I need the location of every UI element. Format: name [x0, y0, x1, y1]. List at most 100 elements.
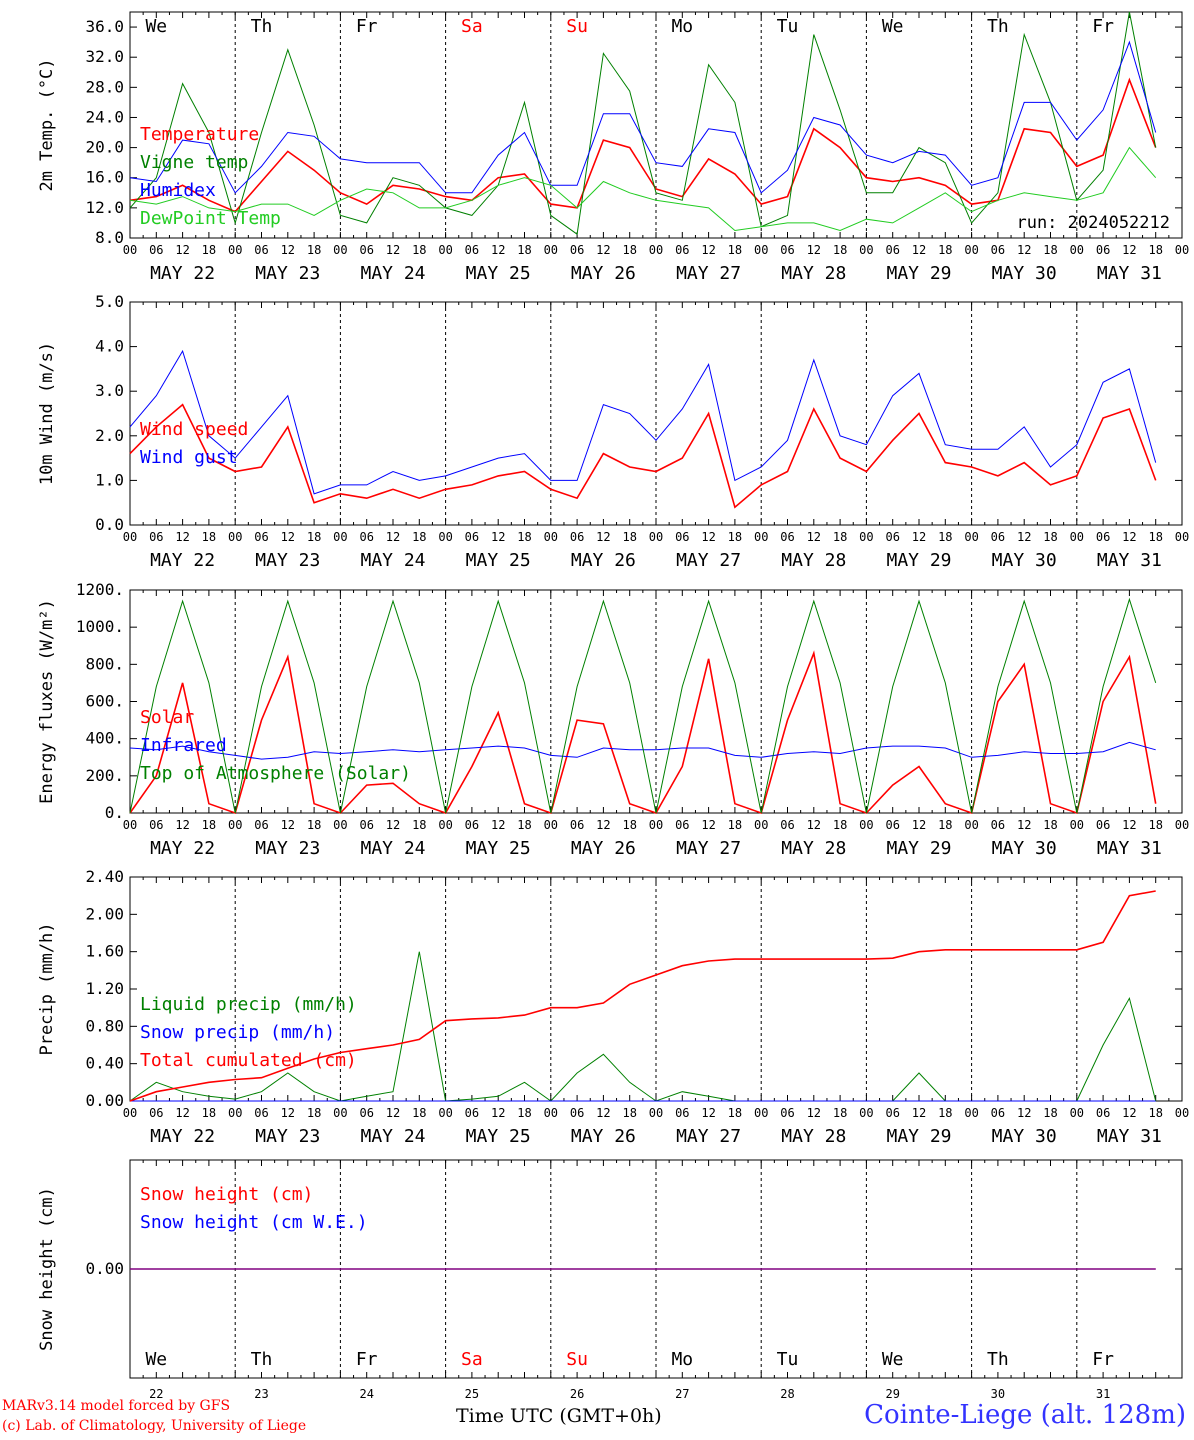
hour-tick-label: 12 [807, 1106, 821, 1120]
y-tick-label: 600. [85, 692, 124, 711]
date-label: MAY 29 [886, 1126, 951, 1147]
hour-tick-label: 06 [675, 818, 689, 832]
hour-tick-label: 06 [1096, 530, 1110, 544]
series-line [129, 11, 1157, 236]
legend-entry: DewPoint Temp [140, 208, 281, 229]
y-tick-label: 0.00 [85, 1091, 124, 1110]
day-number-label: 27 [675, 1387, 689, 1401]
y-tick-label: 200. [85, 766, 124, 785]
legend-entry: Solar [140, 707, 194, 728]
hour-tick-label: 00 [228, 818, 242, 832]
hour-tick-label: 12 [912, 530, 926, 544]
date-label: MAY 26 [571, 550, 636, 571]
weekday-label: Fr [1092, 16, 1114, 37]
hour-tick-label: 00 [1070, 243, 1084, 257]
hour-tick-label: 18 [412, 243, 426, 257]
hour-tick-label: 06 [885, 243, 899, 257]
series-line [129, 77, 1157, 213]
hour-tick-label: 12 [175, 243, 189, 257]
date-label: MAY 24 [360, 838, 425, 859]
date-label: MAY 23 [255, 838, 320, 859]
y-tick-label: 20.0 [85, 138, 124, 157]
panel-5 [129, 1159, 1183, 1379]
hour-tick-label: 12 [701, 243, 715, 257]
date-label: MAY 29 [886, 550, 951, 571]
day-number-label: 31 [1096, 1387, 1110, 1401]
hour-tick-label: 12 [1017, 1106, 1031, 1120]
series-line [129, 403, 1157, 509]
hour-tick-label: 00 [333, 1106, 347, 1120]
hour-tick-label: 00 [649, 243, 663, 257]
hour-tick-label: 06 [254, 243, 268, 257]
hour-tick-label: 18 [307, 818, 321, 832]
date-label: MAY 28 [781, 550, 846, 571]
hour-tick-label: 12 [386, 243, 400, 257]
hour-tick-label: 00 [649, 530, 663, 544]
series-line [129, 349, 1157, 495]
panel-2 [129, 301, 1183, 526]
hour-tick-label: 18 [202, 530, 216, 544]
hour-tick-label: 06 [675, 530, 689, 544]
date-label: MAY 26 [571, 838, 636, 859]
hour-tick-label: 06 [254, 530, 268, 544]
hour-tick-label: 12 [1122, 1106, 1136, 1120]
hour-tick-label: 12 [912, 1106, 926, 1120]
hour-tick-label: 18 [938, 1106, 952, 1120]
run-annotation: run: 2024052212 [1016, 213, 1170, 233]
hour-tick-label: 18 [307, 243, 321, 257]
hour-tick-label: 18 [833, 243, 847, 257]
hour-tick-label: 12 [175, 1106, 189, 1120]
series-line [129, 741, 1156, 760]
hour-tick-label: 12 [807, 530, 821, 544]
hour-tick-label: 06 [991, 243, 1005, 257]
hour-tick-label: 06 [359, 530, 373, 544]
weekday-label: Th [987, 16, 1009, 37]
weekday-label: We [882, 16, 904, 37]
hour-tick-label: 18 [1148, 1106, 1162, 1120]
weekday-label: Th [251, 1349, 273, 1370]
hour-tick-label: 06 [780, 1106, 794, 1120]
date-label: MAY 31 [1097, 1126, 1162, 1147]
date-label: MAY 22 [150, 550, 215, 571]
y-tick-label: 24.0 [85, 107, 124, 126]
hour-tick-label: 00 [859, 530, 873, 544]
hour-tick-label: 00 [1070, 530, 1084, 544]
hour-tick-label: 12 [701, 1106, 715, 1120]
y-tick-label: 16.0 [85, 168, 124, 187]
hour-tick-label: 00 [859, 818, 873, 832]
hour-tick-label: 06 [465, 243, 479, 257]
hour-tick-label: 12 [175, 530, 189, 544]
y-tick-label: 1.60 [85, 942, 124, 961]
y-axis-label: Snow height (cm) [37, 1187, 57, 1351]
y-tick-label: 36.0 [85, 17, 124, 36]
hour-tick-label: 06 [570, 243, 584, 257]
hour-tick-label: 06 [780, 530, 794, 544]
hour-tick-label: 00 [438, 818, 452, 832]
hour-tick-label: 12 [1017, 243, 1031, 257]
model-credit: MARv3.14 model forced by GFS [2, 1398, 231, 1414]
hour-tick-label: 12 [1122, 530, 1136, 544]
date-label: MAY 24 [360, 1126, 425, 1147]
hour-tick-label: 18 [833, 530, 847, 544]
hour-tick-label: 18 [728, 818, 742, 832]
hour-tick-label: 18 [833, 1106, 847, 1120]
hour-tick-label: 06 [991, 818, 1005, 832]
hour-tick-label: 06 [1096, 818, 1110, 832]
hour-tick-label: 18 [517, 243, 531, 257]
hour-tick-label: 00 [544, 530, 558, 544]
y-tick-label: 5.0 [95, 292, 124, 311]
weekday-label: Sa [461, 16, 483, 37]
date-label: MAY 28 [781, 1126, 846, 1147]
hour-tick-label: 00 [754, 818, 768, 832]
hour-tick-label: 12 [386, 1106, 400, 1120]
hour-tick-label: 18 [307, 1106, 321, 1120]
hour-tick-label: 12 [701, 530, 715, 544]
y-tick-label: 12.0 [85, 198, 124, 217]
hour-tick-label: 06 [885, 1106, 899, 1120]
series-line [129, 890, 1156, 1102]
hour-tick-label: 18 [728, 243, 742, 257]
hour-tick-label: 06 [780, 818, 794, 832]
hour-tick-label: 12 [596, 530, 610, 544]
hour-tick-label: 18 [202, 243, 216, 257]
